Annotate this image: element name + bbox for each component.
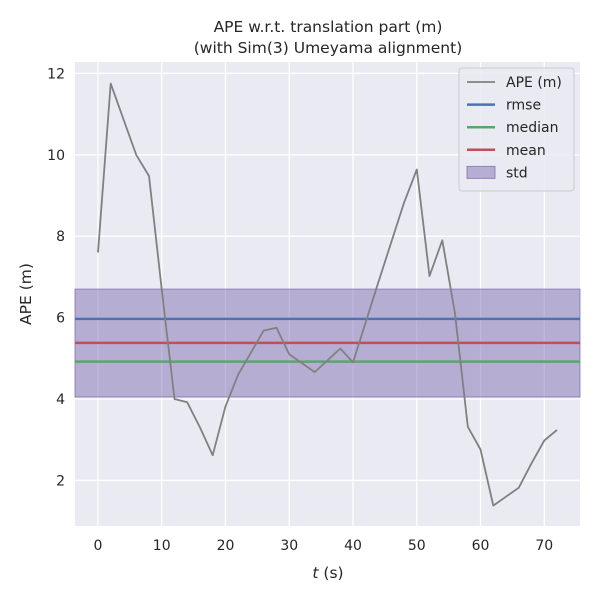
x-axis-variable: t xyxy=(312,564,319,582)
legend-box xyxy=(458,67,575,192)
x-tick-label: 70 xyxy=(535,538,553,554)
y-axis-label: APE (m) xyxy=(17,263,35,325)
x-tick-label: 30 xyxy=(280,538,298,554)
y-tick-labels: 2 4 6 8 10 12 xyxy=(47,66,65,489)
y-tick-label: 4 xyxy=(56,392,65,408)
x-tick-label: 10 xyxy=(153,538,171,554)
y-tick-label: 6 xyxy=(56,311,65,327)
legend-label: rmse xyxy=(506,98,541,114)
y-tick-label: 12 xyxy=(47,66,65,82)
x-tick-labels: 0 10 20 30 40 50 60 70 xyxy=(93,538,553,554)
chart-title: APE w.r.t. translation part (m) xyxy=(214,18,443,36)
legend: APE (m) rmse median mean std xyxy=(458,67,575,192)
chart-subtitle: (with Sim(3) Umeyama alignment) xyxy=(194,39,463,57)
x-tick-label: 20 xyxy=(217,538,235,554)
x-tick-label: 60 xyxy=(472,538,490,554)
legend-label: mean xyxy=(506,143,546,159)
ape-series-line xyxy=(97,82,558,507)
legend-swatch xyxy=(466,165,496,179)
y-tick-label: 2 xyxy=(56,473,65,489)
legend-label: APE (m) xyxy=(506,75,562,91)
legend-label: median xyxy=(506,120,558,136)
stat-lines xyxy=(75,317,580,363)
x-tick-label: 50 xyxy=(408,538,426,554)
legend-label: std xyxy=(506,165,528,181)
x-tick-label: 0 xyxy=(93,538,102,554)
y-tick-label: 10 xyxy=(47,148,65,164)
x-tick-label: 40 xyxy=(344,538,362,554)
series-layer xyxy=(97,82,558,507)
y-tick-label: 8 xyxy=(56,229,65,245)
x-axis-unit: (s) xyxy=(318,564,343,582)
x-axis-label: t (s) xyxy=(312,564,343,582)
